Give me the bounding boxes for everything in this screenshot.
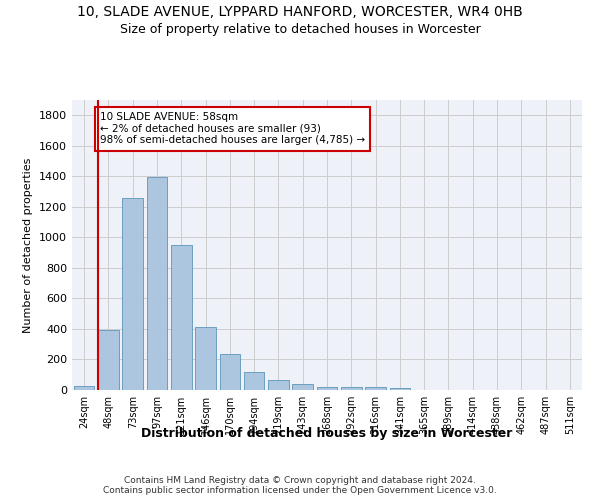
Bar — [389, 388, 410, 390]
Bar — [317, 387, 337, 390]
Text: 10, SLADE AVENUE, LYPPARD HANFORD, WORCESTER, WR4 0HB: 10, SLADE AVENUE, LYPPARD HANFORD, WORCE… — [77, 5, 523, 19]
Bar — [244, 372, 265, 390]
Text: Distribution of detached houses by size in Worcester: Distribution of detached houses by size … — [142, 428, 512, 440]
Bar — [122, 198, 143, 390]
Bar — [220, 354, 240, 390]
Bar — [146, 177, 167, 390]
Bar — [195, 328, 216, 390]
Bar — [268, 380, 289, 390]
Bar — [365, 388, 386, 390]
Text: Contains HM Land Registry data © Crown copyright and database right 2024.
Contai: Contains HM Land Registry data © Crown c… — [103, 476, 497, 495]
Bar — [341, 388, 362, 390]
Y-axis label: Number of detached properties: Number of detached properties — [23, 158, 34, 332]
Bar — [74, 386, 94, 390]
Bar — [292, 384, 313, 390]
Bar — [171, 245, 191, 390]
Bar — [98, 330, 119, 390]
Text: 10 SLADE AVENUE: 58sqm
← 2% of detached houses are smaller (93)
98% of semi-deta: 10 SLADE AVENUE: 58sqm ← 2% of detached … — [100, 112, 365, 146]
Text: Size of property relative to detached houses in Worcester: Size of property relative to detached ho… — [119, 22, 481, 36]
